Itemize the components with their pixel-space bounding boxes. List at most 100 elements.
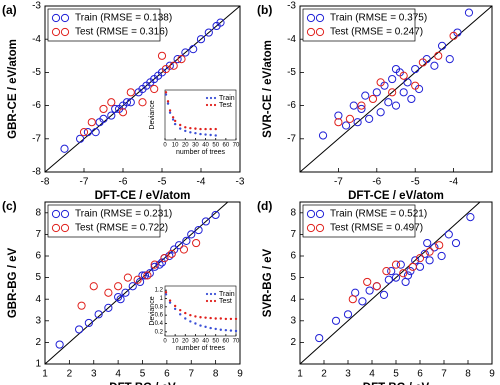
y-tick-label: 5 <box>290 272 296 283</box>
point <box>406 267 415 276</box>
point <box>444 230 453 239</box>
legend-label: Train <box>219 95 235 102</box>
point <box>138 271 147 280</box>
point <box>334 118 343 127</box>
point <box>376 78 385 87</box>
panel: 1 2 3 4 5 6 7 8 9 2 3 4 5 6 7 8 (d) DFT-BG / eV SVR-BG / e… <box>257 199 495 385</box>
x-tick-label: 5 <box>393 369 399 380</box>
x-tick-label: 7 <box>441 369 447 380</box>
point <box>173 119 177 123</box>
point <box>111 104 120 114</box>
point <box>201 217 210 226</box>
point <box>229 317 233 321</box>
x-tick-label: 1 <box>42 369 48 380</box>
point <box>150 84 159 94</box>
x-tick-label: 4 <box>115 369 121 380</box>
point <box>126 88 135 97</box>
legend-label: Test (RMSE = 0.247) <box>330 27 423 38</box>
point <box>140 271 150 280</box>
point <box>214 134 217 137</box>
x-tick-label: 6 <box>164 369 170 380</box>
y-tick-label: 1.2 <box>155 288 164 294</box>
point <box>234 317 238 321</box>
point <box>128 282 137 291</box>
point <box>415 254 425 263</box>
x-tick-label: 3 <box>91 369 97 380</box>
point <box>388 74 397 84</box>
point <box>204 133 207 136</box>
y-tick-label: 8 <box>35 207 41 218</box>
point <box>104 303 113 312</box>
x-tick-label: 50 <box>212 339 219 345</box>
x-tick-label: -5 <box>411 177 420 188</box>
point <box>192 238 201 248</box>
point <box>161 64 170 74</box>
point <box>199 324 202 327</box>
legend-label: Test <box>219 102 232 109</box>
x-tick-label: 70 <box>233 339 240 345</box>
point <box>315 333 324 343</box>
legend-marker <box>209 103 213 107</box>
x-tick-label: 5 <box>140 369 146 380</box>
y-tick-label: 0.8 <box>155 304 164 310</box>
point <box>164 91 168 94</box>
legend-marker <box>51 209 61 219</box>
y-tick-label: 0.6 <box>155 313 164 319</box>
point <box>418 58 427 67</box>
point <box>182 236 191 245</box>
point <box>164 93 168 96</box>
point <box>437 251 446 261</box>
panel-label: (d) <box>257 199 272 213</box>
point <box>430 61 439 70</box>
point <box>76 134 85 143</box>
y-tick-label: 2 <box>290 337 296 348</box>
legend-label: Train <box>219 291 235 298</box>
y-tick-label: -5 <box>32 67 41 78</box>
plot-frame <box>164 89 237 141</box>
point <box>121 288 130 297</box>
legend-marker <box>306 223 316 233</box>
legend-label: Test (RMSE = 0.316) <box>75 27 168 38</box>
legend-marker <box>60 13 70 23</box>
point <box>179 313 182 316</box>
legend-label: Test (RMSE = 0.497) <box>330 223 423 234</box>
point <box>179 127 182 130</box>
x-tick-label: 60 <box>223 339 230 345</box>
point <box>224 328 228 332</box>
point <box>164 291 168 294</box>
legend-marker <box>315 13 325 23</box>
inset: 0 10 20 30 40 50 60 70 0.2 0.4 0.6 0.8 1 1.2 number of… <box>149 285 240 352</box>
x-axis-label: DFT-BG / eV <box>109 382 176 385</box>
point <box>434 51 443 60</box>
point <box>168 111 172 114</box>
point <box>391 273 401 282</box>
point <box>145 269 154 278</box>
point <box>60 144 69 153</box>
point <box>171 116 175 119</box>
point <box>194 225 203 235</box>
point <box>403 78 412 87</box>
point <box>194 131 197 135</box>
legend-label: Test (RMSE = 0.722) <box>75 223 168 234</box>
x-tick-label: 2 <box>67 369 73 380</box>
legend-marker <box>209 96 213 100</box>
point <box>179 308 182 312</box>
point <box>169 61 178 70</box>
y-tick-label: -4 <box>287 34 296 45</box>
x-tick-label: 6 <box>417 369 423 380</box>
y-tick-label: -6 <box>32 100 41 111</box>
point <box>365 286 374 295</box>
x-tick-label: 10 <box>172 143 179 149</box>
legend-marker <box>205 292 209 296</box>
point <box>399 269 408 278</box>
panel: 1 2 3 4 5 6 7 8 9 1 2 3 4 5 6 7 8 (c) DFT-BG / eV GBR-BG / … <box>2 199 243 385</box>
point <box>168 299 172 302</box>
x-tick-label: -7 <box>334 177 343 188</box>
point <box>160 254 169 263</box>
point <box>164 293 168 296</box>
point <box>384 98 393 107</box>
point <box>189 320 192 323</box>
x-tick-label: -8 <box>41 177 50 188</box>
point <box>234 329 238 333</box>
